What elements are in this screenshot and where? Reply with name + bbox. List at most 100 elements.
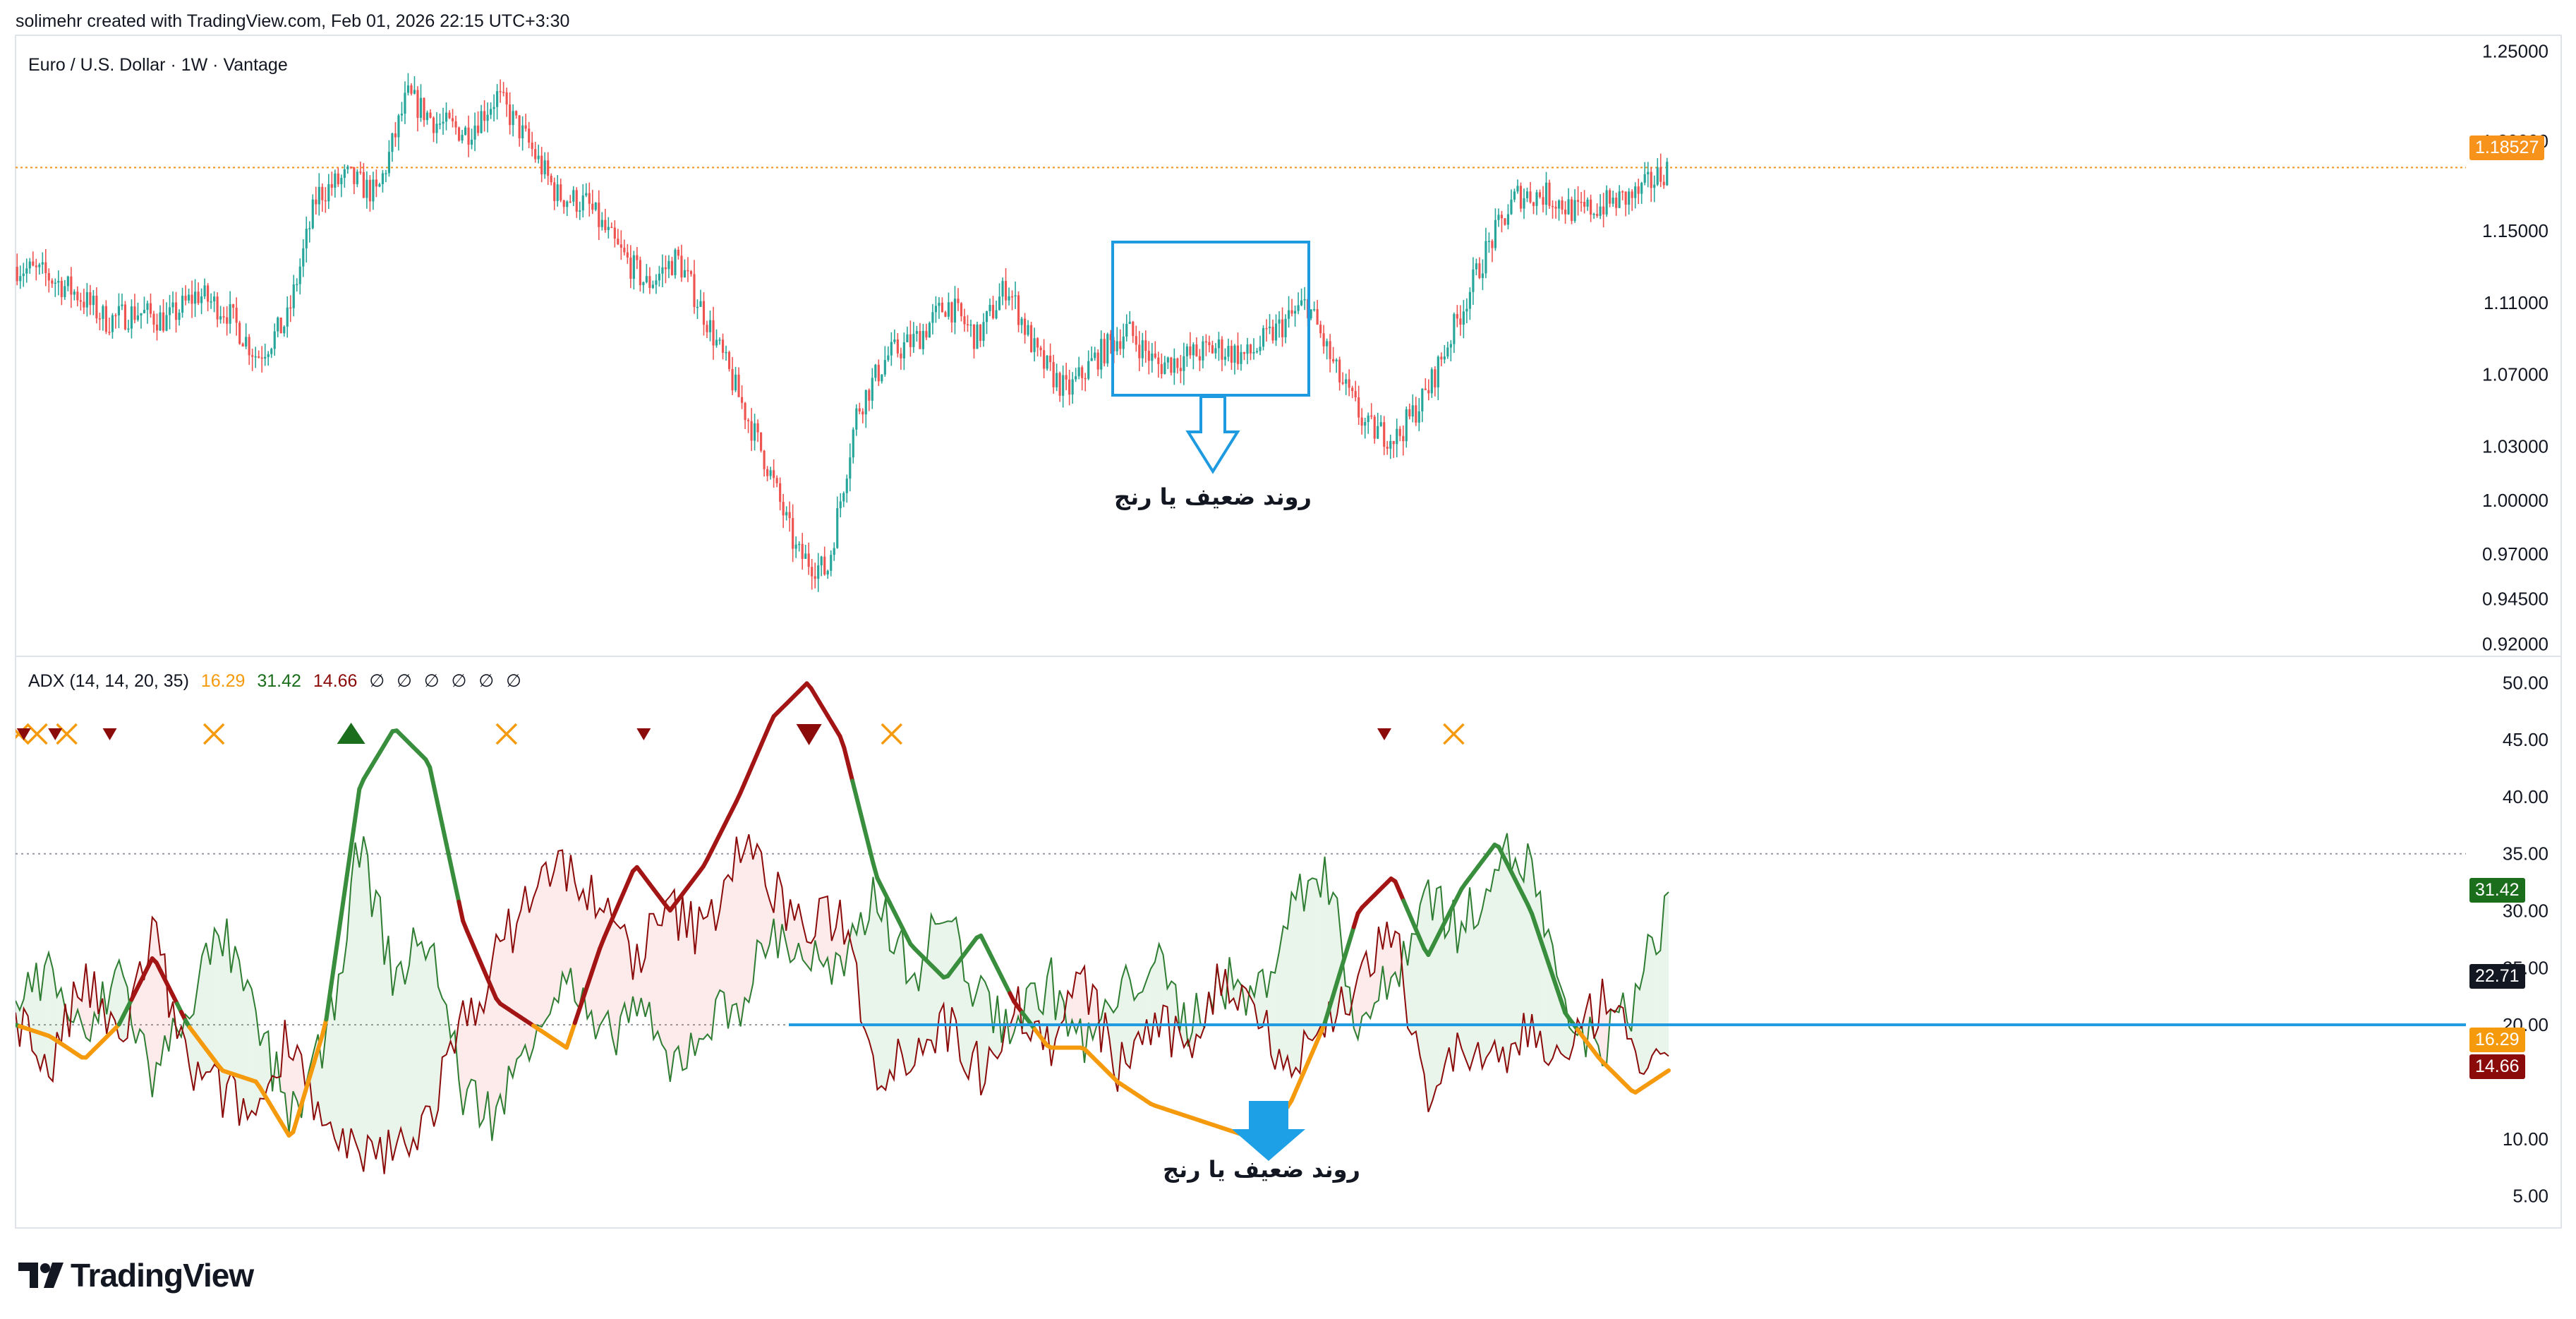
candle-body[interactable] xyxy=(670,260,674,275)
candle-body[interactable] xyxy=(1618,191,1621,208)
candle-body[interactable] xyxy=(435,124,438,133)
candle-body[interactable] xyxy=(1189,346,1192,356)
candle-body[interactable] xyxy=(906,334,909,343)
candle-body[interactable] xyxy=(165,315,168,331)
candle-body[interactable] xyxy=(1326,341,1329,347)
candle-body[interactable] xyxy=(184,296,187,301)
candle-body[interactable] xyxy=(1290,310,1293,314)
candle-body[interactable] xyxy=(1071,379,1074,395)
candle-body[interactable] xyxy=(381,173,384,184)
candle-body[interactable] xyxy=(1132,321,1135,337)
candle-body[interactable] xyxy=(760,432,763,451)
candle-body[interactable] xyxy=(19,276,22,282)
candle-body[interactable] xyxy=(817,565,820,579)
candle-body[interactable] xyxy=(1611,198,1614,204)
candle-body[interactable] xyxy=(445,112,448,122)
candle-body[interactable] xyxy=(639,260,641,286)
candle-body[interactable] xyxy=(1084,378,1087,380)
candle-body[interactable] xyxy=(375,179,377,187)
candle-body[interactable] xyxy=(1268,326,1271,328)
candle-body[interactable] xyxy=(1065,375,1068,380)
candle-body[interactable] xyxy=(985,311,988,323)
plus-di-line[interactable] xyxy=(16,833,1669,1141)
candle-body[interactable] xyxy=(833,548,835,555)
candle-body[interactable] xyxy=(1392,440,1395,445)
candle-body[interactable] xyxy=(931,312,934,323)
candle-body[interactable] xyxy=(858,408,861,412)
candle-body[interactable] xyxy=(346,166,349,169)
candle-body[interactable] xyxy=(406,85,410,93)
candle-body[interactable] xyxy=(1020,318,1023,325)
candle-body[interactable] xyxy=(222,316,225,318)
candle-body[interactable] xyxy=(1666,162,1669,186)
candle-body[interactable] xyxy=(617,239,619,245)
candle-body[interactable] xyxy=(404,92,406,114)
candle-body[interactable] xyxy=(419,97,423,119)
candle-body[interactable] xyxy=(642,282,645,286)
candle-body[interactable] xyxy=(502,92,505,93)
candle-body[interactable] xyxy=(308,228,311,229)
candle-body[interactable] xyxy=(1166,357,1169,363)
candle-body[interactable] xyxy=(1367,415,1369,422)
candle-body[interactable] xyxy=(1284,318,1287,337)
candle-body[interactable] xyxy=(1160,363,1163,374)
candle-body[interactable] xyxy=(1017,295,1020,325)
candle-body[interactable] xyxy=(311,199,314,229)
candle-body[interactable] xyxy=(66,276,69,287)
candle-body[interactable] xyxy=(187,294,191,301)
candle-body[interactable] xyxy=(1449,344,1452,348)
candle-body[interactable] xyxy=(477,125,480,133)
adx-pane[interactable] xyxy=(9,681,1671,1174)
candle-body[interactable] xyxy=(1542,197,1544,205)
candle-body[interactable] xyxy=(708,320,712,332)
candle-body[interactable] xyxy=(368,179,371,202)
candle-body[interactable] xyxy=(1221,339,1223,360)
candle-body[interactable] xyxy=(960,303,963,317)
candle-body[interactable] xyxy=(337,173,339,185)
candle-body[interactable] xyxy=(1313,309,1316,311)
candle-body[interactable] xyxy=(1198,356,1201,361)
candle-body[interactable] xyxy=(1656,167,1659,185)
candle-body[interactable] xyxy=(1583,202,1586,207)
candle-body[interactable] xyxy=(995,310,998,318)
candle-body[interactable] xyxy=(782,502,785,516)
candle-body[interactable] xyxy=(737,374,740,397)
candle-body[interactable] xyxy=(667,260,670,270)
candle-body[interactable] xyxy=(1049,355,1052,363)
candle-body[interactable] xyxy=(864,390,867,415)
candle-body[interactable] xyxy=(270,349,273,354)
candle-body[interactable] xyxy=(305,229,308,248)
candle-body[interactable] xyxy=(1281,319,1284,337)
candle-body[interactable] xyxy=(1497,215,1500,220)
candle-body[interactable] xyxy=(1577,200,1580,202)
candle-body[interactable] xyxy=(467,127,470,145)
candle-body[interactable] xyxy=(890,342,893,356)
candle-body[interactable] xyxy=(658,273,660,281)
candle-body[interactable] xyxy=(1456,314,1458,319)
candle-body[interactable] xyxy=(1516,186,1519,192)
candle-body[interactable] xyxy=(505,92,508,105)
candle-body[interactable] xyxy=(1631,191,1633,198)
candle-body[interactable] xyxy=(111,315,114,332)
candle-body[interactable] xyxy=(499,91,502,92)
candle-body[interactable] xyxy=(235,308,238,323)
candle-body[interactable] xyxy=(1621,191,1624,193)
candle-body[interactable] xyxy=(1427,390,1430,394)
candle-body[interactable] xyxy=(356,171,358,184)
candle-body[interactable] xyxy=(521,125,524,139)
candle-body[interactable] xyxy=(1411,405,1414,417)
candle-body[interactable] xyxy=(581,195,584,211)
candle-body[interactable] xyxy=(636,255,639,260)
candle-body[interactable] xyxy=(747,420,750,421)
candle-body[interactable] xyxy=(473,125,476,140)
candle-body[interactable] xyxy=(515,111,518,116)
candle-body[interactable] xyxy=(909,334,912,347)
candle-body[interactable] xyxy=(849,457,852,479)
candle-body[interactable] xyxy=(600,219,603,227)
candle-body[interactable] xyxy=(1580,201,1583,203)
candle-body[interactable] xyxy=(798,543,801,546)
candle-body[interactable] xyxy=(1310,309,1312,319)
candle-body[interactable] xyxy=(226,317,229,324)
candle-body[interactable] xyxy=(1570,199,1573,222)
candle-body[interactable] xyxy=(887,355,890,361)
